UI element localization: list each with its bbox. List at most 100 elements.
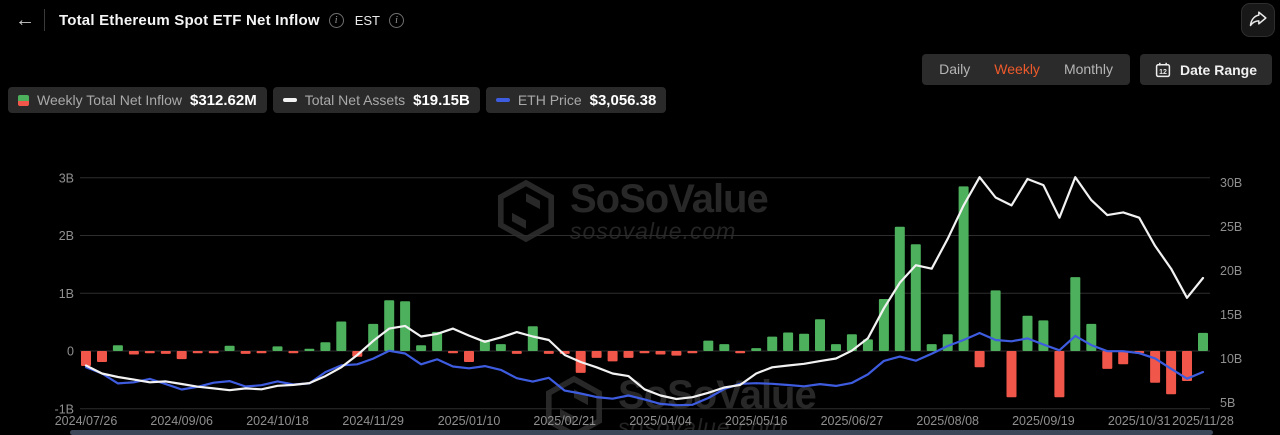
chart-horizontal-scrollbar[interactable] <box>70 430 1213 435</box>
y-axis-label-left: 2B <box>59 229 74 243</box>
inflow-bar <box>846 334 857 351</box>
inflow-bar <box>336 321 347 351</box>
inflow-bar-icon <box>18 94 29 106</box>
x-axis-label: 2025/05/16 <box>725 414 788 428</box>
inflow-bar <box>527 326 538 351</box>
inflow-bar <box>862 339 873 351</box>
y-axis-label-right: 30B <box>1220 176 1242 190</box>
x-axis-label: 2025/09/19 <box>1012 414 1075 428</box>
x-axis-label: 2025/06/27 <box>821 414 884 428</box>
inflow-bar <box>910 244 921 351</box>
y-axis-label-left: 0 <box>67 345 74 359</box>
inflow-bar <box>623 351 634 358</box>
legend-item-3[interactable]: ETH Price $3,056.38 <box>485 87 667 113</box>
date-range-label: Date Range <box>1179 61 1257 78</box>
inflow-bar <box>1022 315 1033 351</box>
share-icon <box>1249 11 1267 27</box>
legend-item-1[interactable]: Weekly Total Net Inflow $312.62M <box>8 87 267 113</box>
inflow-bar <box>767 336 778 351</box>
inflow-bar <box>543 351 554 354</box>
inflow-bar <box>703 340 714 351</box>
inflow-bar <box>304 348 315 351</box>
chart-controls: Daily Weekly Monthly 12 Date Range <box>922 54 1272 85</box>
inflow-bar <box>81 351 91 366</box>
x-axis-label: 2025/11/28 <box>1172 414 1234 428</box>
inflow-bar <box>1198 332 1208 351</box>
legend-value: $19.15B <box>413 91 470 109</box>
inflow-bar <box>655 351 666 355</box>
legend-item-2[interactable]: Total Net Assets $19.15B <box>272 87 480 113</box>
inflow-bar <box>1054 351 1065 398</box>
inflow-bar <box>1070 277 1081 351</box>
inflow-bar <box>735 351 746 354</box>
legend-label: Weekly Total Net Inflow <box>37 92 182 108</box>
inflow-bar <box>815 319 825 351</box>
inflow-bar <box>974 351 985 368</box>
inflow-bar <box>719 344 730 351</box>
share-button[interactable] <box>1241 3 1275 37</box>
inflow-bar <box>240 351 251 354</box>
inflow-bar <box>1182 351 1192 381</box>
x-axis-label: 2024/09/06 <box>150 414 213 428</box>
inflow-bar <box>97 351 107 362</box>
header-divider <box>44 9 45 31</box>
inflow-bar <box>990 290 1001 351</box>
x-axis-label: 2025/10/31 <box>1108 414 1171 428</box>
inflow-bar <box>751 348 762 351</box>
inflow-bar <box>272 346 283 351</box>
timezone-label: EST <box>354 12 380 28</box>
legend-value: $312.62M <box>190 91 257 109</box>
line-dash-icon <box>282 98 297 102</box>
date-range-button[interactable]: 12 Date Range <box>1139 54 1272 85</box>
inflow-bar <box>1006 351 1017 398</box>
calendar-icon: 12 <box>1155 62 1171 77</box>
inflow-bar <box>958 186 969 351</box>
x-axis-label: 2024/10/18 <box>246 414 309 428</box>
inflow-bar <box>112 345 123 351</box>
tab-monthly[interactable]: Monthly <box>1063 61 1113 77</box>
timezone-info-icon[interactable]: i <box>388 12 404 28</box>
inflow-bar <box>416 345 427 351</box>
x-axis-label: 2025/02/21 <box>533 414 596 428</box>
legend-label: ETH Price <box>517 92 582 108</box>
inflow-bar <box>464 351 474 362</box>
tab-daily[interactable]: Daily <box>939 61 971 77</box>
inflow-bar <box>639 351 650 354</box>
inflow-bar <box>894 226 905 351</box>
header: ← Total Ethereum Spot ETF Net Inflow i E… <box>0 0 1280 40</box>
y-axis-label-right: 5B <box>1220 396 1235 410</box>
inflow-bar <box>256 351 267 354</box>
inflow-bar <box>783 332 794 351</box>
inflow-bar <box>511 351 522 354</box>
title-info-icon[interactable]: i <box>328 12 344 28</box>
legend-value: $3,056.38 <box>589 91 657 109</box>
x-axis-label: 2025/08/08 <box>916 414 979 428</box>
inflow-bar <box>591 351 602 358</box>
inflow-bar <box>671 351 682 356</box>
y-axis-label-left: 3B <box>59 171 74 185</box>
inflow-bar <box>926 344 937 351</box>
tab-weekly[interactable]: Weekly <box>994 61 1040 77</box>
inflow-bar <box>224 345 235 351</box>
inflow-bar <box>320 342 331 351</box>
interval-tabs: Daily Weekly Monthly <box>922 54 1130 85</box>
page-title: Total Ethereum Spot ETF Net Inflow <box>59 11 320 29</box>
y-axis-label-left: -1B <box>55 402 74 416</box>
inflow-bar <box>432 331 443 351</box>
inflow-bar <box>288 351 299 354</box>
chart-plot-area[interactable] <box>80 165 1210 413</box>
y-axis-label-left: 1B <box>59 287 74 301</box>
back-button[interactable]: ← <box>8 5 42 35</box>
line-dash-icon <box>495 98 510 102</box>
inflow-bar <box>448 351 458 354</box>
x-axis-label: 2025/01/10 <box>438 414 501 428</box>
x-axis-label: 2024/11/29 <box>342 414 404 428</box>
inflow-bar <box>495 344 506 351</box>
inflow-bar <box>687 351 698 354</box>
inflow-bar <box>192 351 203 354</box>
y-axis-label-right: 15B <box>1220 308 1242 322</box>
x-axis-label: 2024/07/26 <box>55 414 118 428</box>
inflow-bar <box>831 344 841 351</box>
